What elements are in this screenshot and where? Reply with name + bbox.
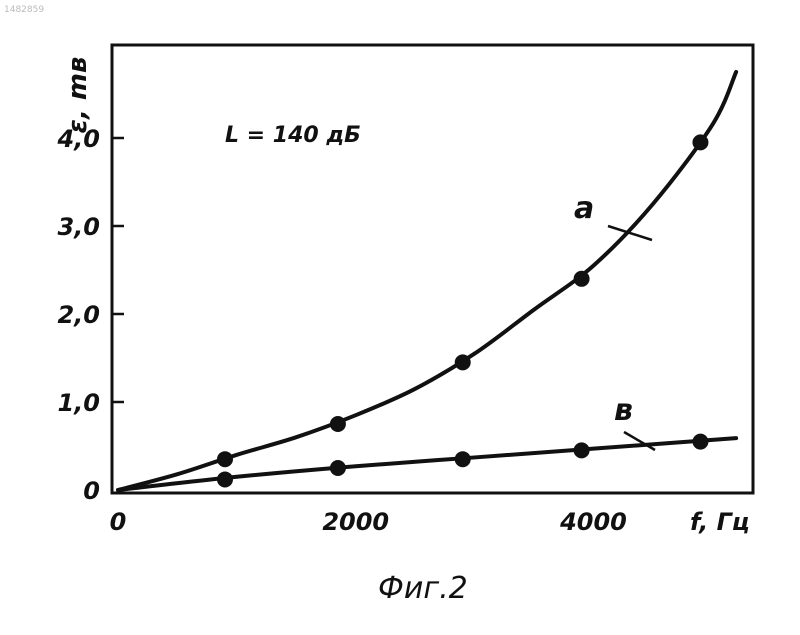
data-point-b (217, 471, 233, 487)
data-point-a (574, 271, 590, 287)
x-tick-label: 4000 (559, 508, 627, 536)
x-axis-ticks: 0 2000 4000 (110, 508, 627, 536)
curve-label-a: a (574, 191, 594, 226)
plot-frame (112, 45, 753, 493)
y-tick-label: 2,0 (57, 301, 100, 329)
series-line-a (118, 72, 736, 490)
data-point-b (574, 442, 590, 458)
data-point-a (330, 416, 346, 432)
annotation-level: L = 140 дБ (225, 123, 361, 148)
figure-caption: Фиг.2 (378, 571, 468, 606)
data-points (217, 134, 708, 487)
data-point-b (692, 434, 708, 450)
data-point-a (692, 134, 708, 150)
corner-id: 1482859 (4, 5, 44, 15)
y-tick-label: 1,0 (57, 389, 100, 417)
y-tick-label: 3,0 (57, 213, 100, 241)
y-tick-label: 0 (83, 477, 100, 505)
data-curves (118, 72, 736, 490)
x-tick-label: 2000 (322, 508, 389, 536)
data-point-a (455, 354, 471, 370)
x-axis-title: f, Гц (690, 508, 750, 536)
data-point-b (330, 460, 346, 476)
curve-label-b: в (614, 393, 633, 428)
y-axis-ticks: 01,02,03,04,0 (56, 125, 124, 505)
y-axis-title: ε, mв (63, 57, 93, 134)
data-point-a (217, 451, 233, 467)
x-tick-label: 0 (110, 508, 127, 536)
data-point-b (455, 451, 471, 467)
